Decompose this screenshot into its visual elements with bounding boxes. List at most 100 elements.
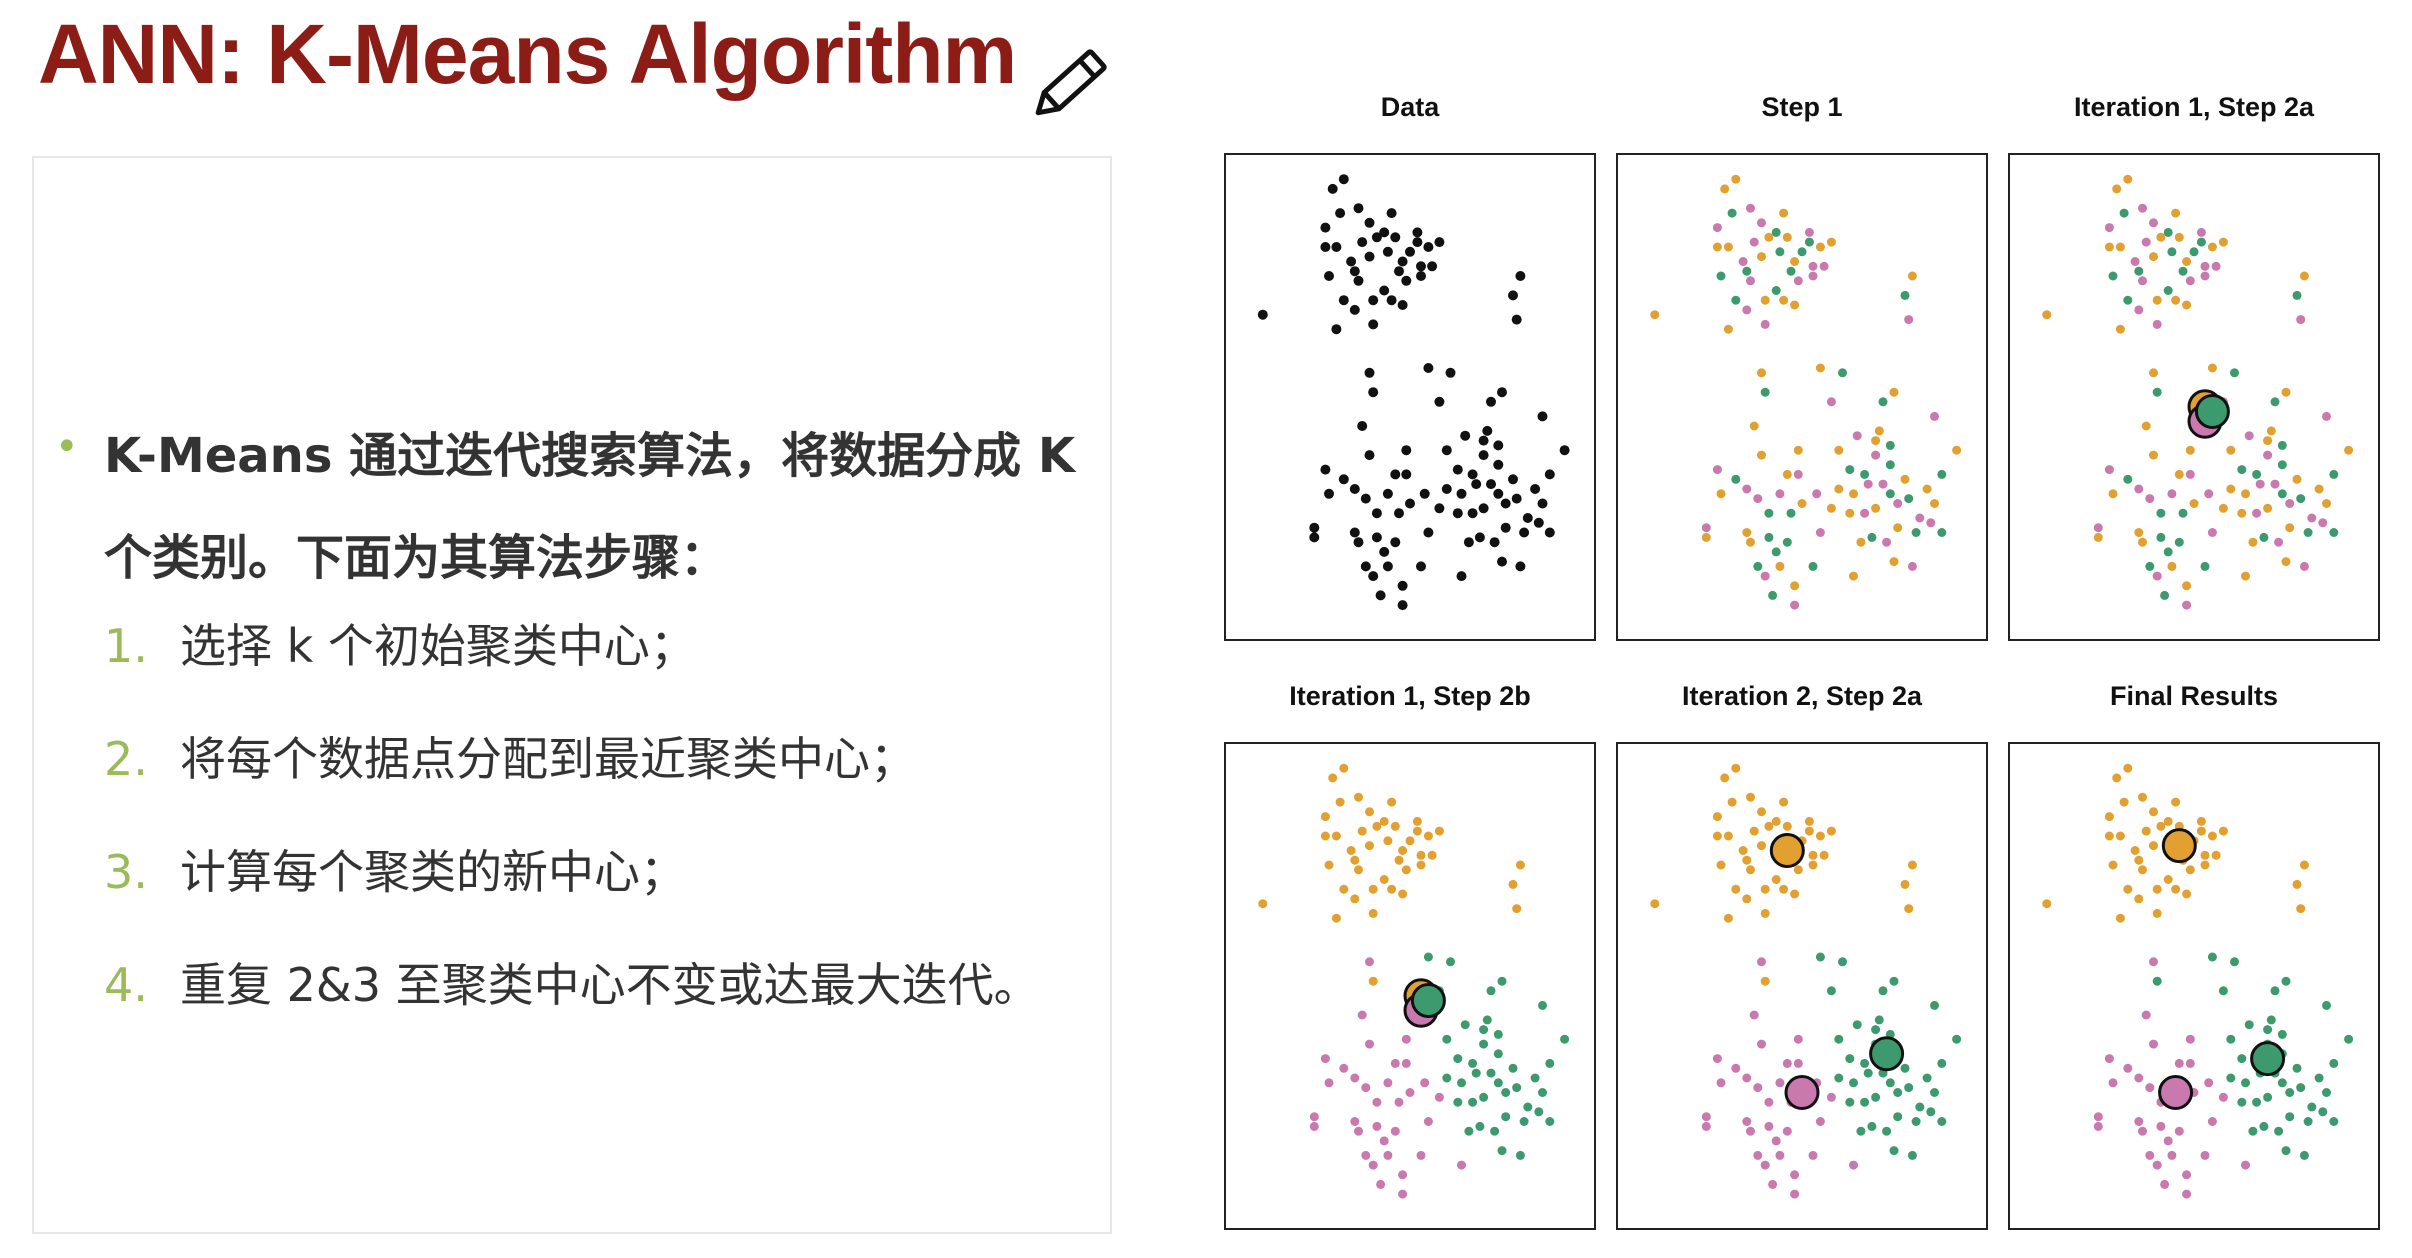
data-point [1771,816,1781,826]
data-point [1834,1034,1844,1044]
data-point [1712,223,1722,233]
data-point [1760,884,1770,894]
data-point [1423,831,1433,841]
data-point [1471,1068,1481,1078]
data-point [2138,792,2147,802]
data-point [2281,557,2291,567]
data-point [1712,812,1722,822]
data-point [1405,1088,1415,1097]
data-point [1349,266,1360,277]
data-point [1331,913,1341,923]
data-point [1365,1039,1374,1049]
data-point [1760,387,1770,397]
data-point [1493,459,1504,470]
data-point [1493,440,1504,451]
data-point [1804,826,1814,836]
data-point [1808,561,1818,571]
data-point [1893,1088,1903,1097]
data-point [1845,1097,1855,1107]
centroid-marker [1869,1036,1905,1072]
pencil-icon[interactable] [1022,28,1130,132]
data-point [2292,879,2302,889]
scatter-plot [1257,174,1570,611]
data-point [1412,816,1422,826]
data-point [2252,1097,2262,1107]
data-point [1930,1088,1939,1097]
data-point [2285,1088,2295,1097]
data-point [1446,957,1455,967]
data-point [1338,174,1349,185]
data-point [1782,232,1792,242]
data-point [1353,537,1364,548]
data-point [2248,537,2258,547]
scatter-panel [2008,742,2380,1230]
data-point [1808,850,1818,860]
data-point [1390,537,1401,548]
data-point [2134,855,2144,865]
data-point [2115,242,2125,252]
data-point [2149,807,2158,817]
data-point [2207,242,2217,252]
data-point [1757,841,1766,851]
data-point [2182,257,2192,266]
data-point [2149,218,2158,228]
data-point [2196,816,2206,826]
data-point [1764,1097,1774,1107]
data-point [1453,1097,1463,1107]
data-point [2230,957,2239,967]
data-point [1874,1015,1884,1025]
data-point [1360,493,1371,504]
data-point [2200,850,2210,860]
data-point [2123,174,2133,184]
data-point [1907,1150,1917,1160]
data-point [1782,1126,1792,1136]
data-point [1350,894,1360,904]
data-point [1826,397,1836,407]
data-point [2163,227,2173,237]
data-point [1852,431,1862,441]
data-point [2252,469,2262,479]
data-point [1871,1092,1881,1102]
data-point [2138,865,2147,875]
data-point [1390,821,1400,831]
data-point [1324,271,1334,281]
data-point [2156,532,2166,542]
data-point [2226,484,2236,494]
data-point [1911,1117,1921,1126]
data-point [2344,445,2354,455]
data-point [1889,976,1899,986]
data-point [2185,469,2195,479]
data-point [1394,508,1404,519]
data-point [2182,600,2192,610]
data-point [1354,1126,1363,1136]
data-point [2196,826,2206,836]
data-point [2123,763,2133,773]
data-point [1790,300,1800,310]
step-text: 计算每个聚类的新中心； [180,845,686,899]
data-point [1937,528,1947,537]
data-point [1545,1058,1555,1068]
data-point [1771,875,1781,884]
data-point [1460,430,1471,441]
data-point [1339,763,1349,773]
data-point [1522,513,1533,523]
data-point [2218,1092,2228,1102]
data-point [1376,1179,1386,1189]
data-point [2281,387,2291,397]
data-point [1364,367,1375,378]
data-point [2138,1126,2147,1136]
data-point [1790,889,1800,899]
data-point [1324,860,1334,870]
data-point [2241,571,2250,581]
data-point [1882,1126,1892,1136]
data-point [2189,247,2199,257]
data-point [2108,489,2118,499]
data-point [1749,421,1759,431]
data-point [2134,528,2144,537]
data-point [1515,561,1526,572]
data-point [2303,528,2313,537]
data-point [1350,1073,1360,1083]
data-point [1398,889,1408,899]
data-point [1871,436,1881,446]
data-point [1742,528,1752,537]
